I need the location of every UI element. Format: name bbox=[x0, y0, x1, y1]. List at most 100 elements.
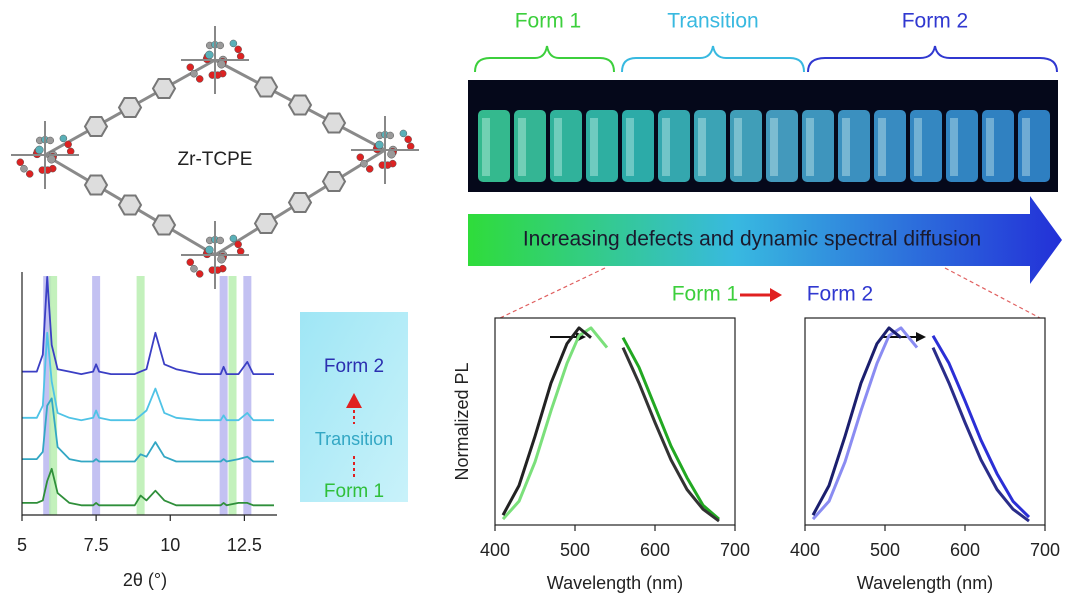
atom bbox=[26, 170, 33, 177]
vial-glow bbox=[662, 118, 670, 176]
atom bbox=[190, 70, 197, 77]
atom bbox=[375, 141, 383, 149]
atom bbox=[235, 241, 242, 248]
atom bbox=[20, 165, 27, 172]
x-tick-label: 7.5 bbox=[84, 535, 109, 555]
phenyl bbox=[255, 77, 277, 96]
vial-glow bbox=[950, 118, 958, 176]
sequence-label: Form 2 bbox=[324, 356, 384, 377]
arrow-text: Increasing defects and dynamic spectral … bbox=[523, 228, 981, 251]
phenyl bbox=[119, 195, 141, 214]
vial-glow bbox=[554, 118, 562, 176]
atom bbox=[60, 135, 67, 142]
phenyl bbox=[153, 215, 175, 234]
atom bbox=[230, 235, 237, 242]
zr-cluster bbox=[11, 121, 79, 189]
vial-glow bbox=[518, 118, 526, 176]
series-line bbox=[933, 348, 1029, 521]
transform-arrowhead bbox=[770, 288, 782, 302]
zoom-line bbox=[945, 268, 1040, 318]
plot-frame bbox=[495, 318, 735, 525]
vial-glow bbox=[986, 118, 994, 176]
brace bbox=[808, 46, 1057, 72]
x-axis-label: 2θ (°) bbox=[123, 570, 167, 590]
figure: Zr-TCPE Form 1 Transition Form 2 Increas… bbox=[0, 0, 1071, 598]
brace bbox=[475, 46, 614, 72]
phenyl bbox=[323, 113, 345, 132]
x-tick-label: 500 bbox=[560, 540, 590, 560]
phenyl bbox=[289, 95, 311, 114]
vial-glow bbox=[770, 118, 778, 176]
atom bbox=[366, 165, 373, 172]
series-line bbox=[503, 328, 607, 519]
series-line bbox=[813, 328, 917, 519]
atom bbox=[237, 53, 244, 60]
vial-glow bbox=[914, 118, 922, 176]
highlight-band bbox=[220, 276, 228, 515]
vial-glow bbox=[482, 118, 490, 176]
atom bbox=[67, 148, 74, 155]
phase-label: Transition bbox=[667, 10, 758, 33]
phenyl bbox=[119, 98, 141, 117]
phenyl bbox=[289, 193, 311, 212]
vial-glow bbox=[590, 118, 598, 176]
x-axis-label: Wavelength (nm) bbox=[547, 573, 683, 593]
highlight-band bbox=[229, 276, 237, 515]
y-axis-label: Normalized PL bbox=[452, 362, 472, 480]
molecule-label: Zr-TCPE bbox=[178, 149, 253, 170]
x-tick-label: 400 bbox=[790, 540, 820, 560]
atom bbox=[217, 60, 225, 68]
x-tick-label: 500 bbox=[870, 540, 900, 560]
plot-axes bbox=[22, 272, 277, 515]
atom bbox=[47, 155, 55, 163]
atom bbox=[35, 146, 43, 154]
atom bbox=[187, 64, 194, 71]
atom bbox=[387, 132, 394, 139]
shift-arrowhead bbox=[916, 332, 926, 342]
series-line bbox=[933, 336, 1029, 517]
phenyl bbox=[255, 214, 277, 233]
x-tick-label: 700 bbox=[1030, 540, 1060, 560]
vial-glow bbox=[842, 118, 850, 176]
atom bbox=[196, 75, 203, 82]
atom bbox=[217, 255, 225, 263]
vial-glow bbox=[626, 118, 634, 176]
atom bbox=[405, 136, 412, 143]
phenyl bbox=[85, 117, 107, 136]
atom bbox=[190, 265, 197, 272]
brace bbox=[622, 46, 804, 72]
x-tick-label: 600 bbox=[950, 540, 980, 560]
x-tick-label: 600 bbox=[640, 540, 670, 560]
vial-glow bbox=[734, 118, 742, 176]
atom bbox=[65, 141, 72, 148]
atom bbox=[47, 137, 54, 144]
zr-cluster bbox=[351, 116, 419, 184]
series-line bbox=[623, 348, 719, 521]
zr-cluster bbox=[181, 26, 249, 94]
vial-glow bbox=[1022, 118, 1030, 176]
atom bbox=[387, 150, 395, 158]
atom bbox=[17, 159, 24, 166]
atom bbox=[187, 259, 194, 266]
highlight-band bbox=[92, 276, 100, 515]
phase-label: Form 1 bbox=[515, 10, 582, 33]
transform-to: Form 2 bbox=[807, 283, 874, 306]
phase-label: Form 2 bbox=[902, 10, 969, 33]
x-tick-label: 12.5 bbox=[227, 535, 262, 555]
sequence-label: Form 1 bbox=[324, 481, 384, 502]
transform-from: Form 1 bbox=[672, 283, 739, 306]
atom bbox=[407, 143, 414, 150]
x-tick-label: 700 bbox=[720, 540, 750, 560]
atom bbox=[237, 248, 244, 255]
atom bbox=[400, 130, 407, 137]
atom bbox=[205, 246, 213, 254]
atom bbox=[230, 40, 237, 47]
vial-glow bbox=[698, 118, 706, 176]
series-line bbox=[623, 338, 719, 519]
sequence-label: Transition bbox=[315, 429, 393, 449]
atom bbox=[196, 270, 203, 277]
atom bbox=[217, 42, 224, 49]
x-tick-label: 10 bbox=[160, 535, 180, 555]
phenyl bbox=[85, 175, 107, 194]
x-tick-label: 400 bbox=[480, 540, 510, 560]
